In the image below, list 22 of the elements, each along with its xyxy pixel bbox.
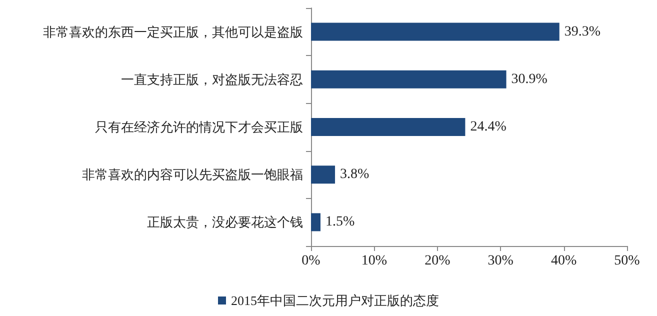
data-label: 39.3% (564, 24, 601, 40)
y-tick-label: 非常喜欢的东西一定买正版，其他可以是盗版 (43, 24, 303, 40)
data-label: 1.5% (325, 214, 355, 230)
legend-label: 2015年中国二次元用户对正版的态度 (231, 293, 439, 308)
data-label: 30.9% (511, 72, 548, 87)
x-tick-label: 0% (302, 254, 321, 268)
bar (311, 166, 336, 184)
y-tick-label: 一直支持正版，对盗版无法容忍 (121, 72, 303, 87)
y-tick-label: 非常喜欢的内容可以先买盗版一饱眼福 (82, 167, 303, 182)
bar (311, 213, 320, 232)
x-tick-label: 50% (614, 254, 640, 268)
data-label: 3.8% (340, 167, 370, 182)
y-tick-label: 正版太贵，没必要花这个钱 (147, 214, 303, 230)
x-tick-label: 30% (488, 254, 514, 268)
x-tick-label: 40% (550, 254, 577, 268)
data-label: 24.4% (470, 120, 507, 134)
x-tick-label: 10% (361, 254, 388, 268)
y-tick-label: 只有在经济允许的情况下才会买正版 (95, 120, 303, 134)
bar (311, 70, 506, 88)
bar (311, 22, 560, 41)
x-tick-label: 20% (424, 254, 451, 268)
bar (311, 118, 466, 136)
